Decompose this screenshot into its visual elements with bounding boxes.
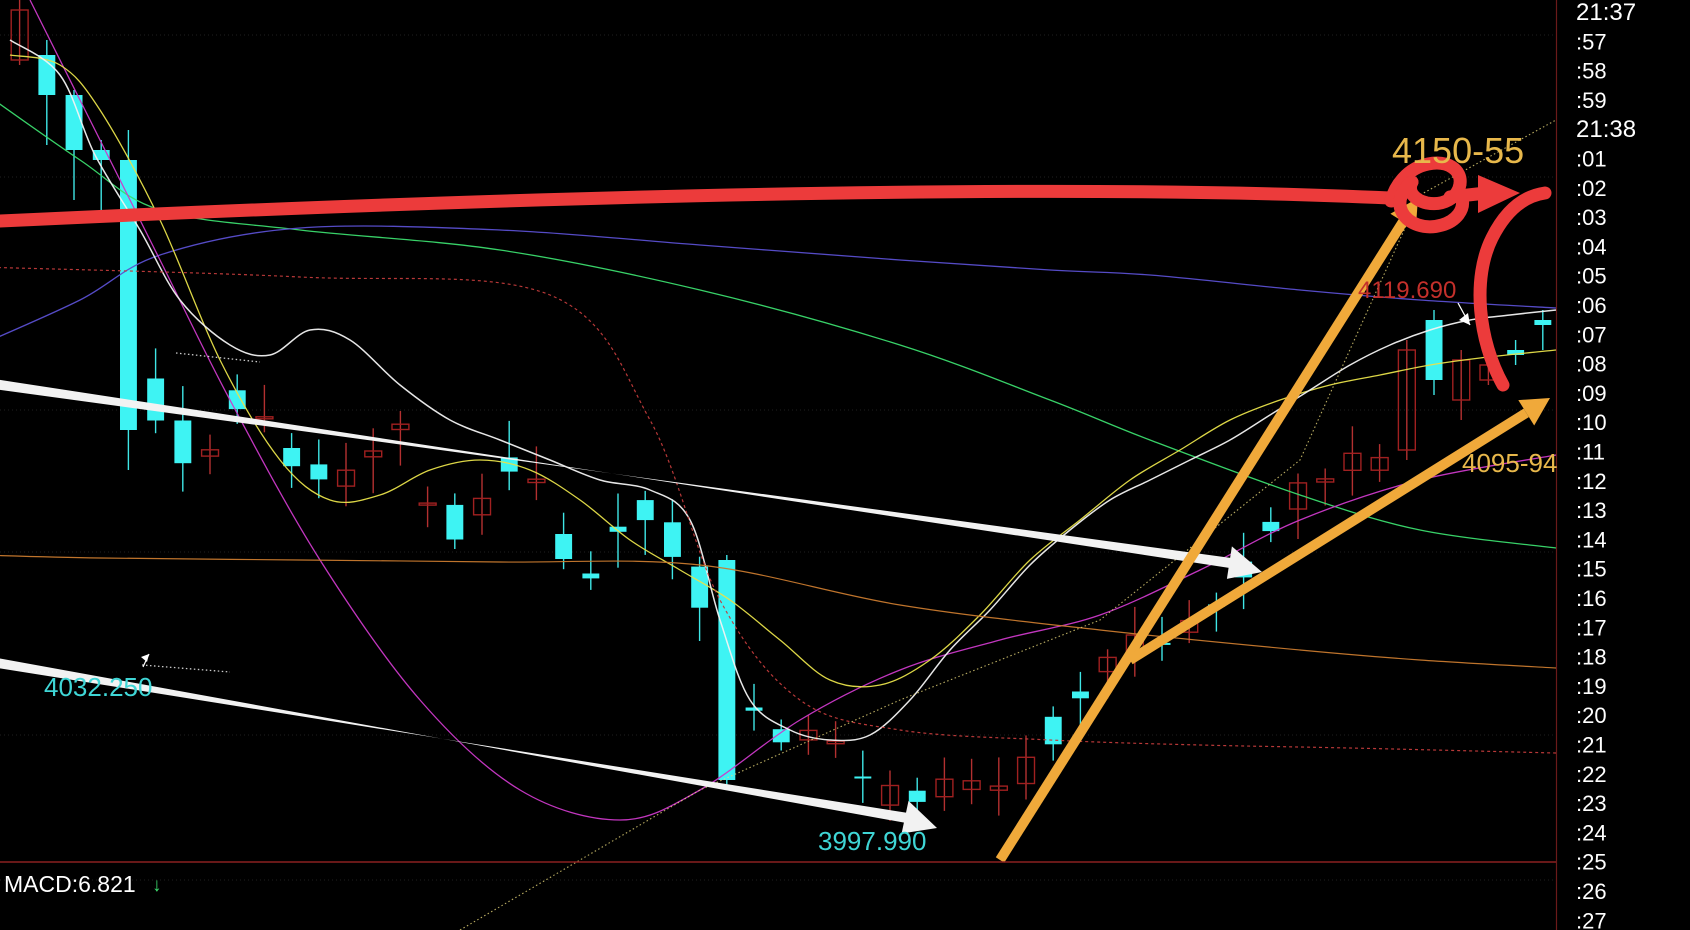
svg-text::58: :58 <box>1576 59 1607 84</box>
svg-text::07: :07 <box>1576 322 1607 347</box>
svg-text::59: :59 <box>1576 88 1607 113</box>
svg-text::21: :21 <box>1576 733 1607 758</box>
svg-text::18: :18 <box>1576 645 1607 670</box>
svg-text::23: :23 <box>1576 791 1607 816</box>
svg-text::25: :25 <box>1576 850 1607 875</box>
svg-text:21:37: 21:37 <box>1576 0 1636 26</box>
svg-text::03: :03 <box>1576 205 1607 230</box>
svg-text::24: :24 <box>1576 820 1607 845</box>
svg-text:21:38: 21:38 <box>1576 116 1636 143</box>
svg-text::14: :14 <box>1576 527 1607 552</box>
svg-text::10: :10 <box>1576 410 1607 435</box>
svg-text::27: :27 <box>1576 908 1607 930</box>
svg-text::09: :09 <box>1576 381 1607 406</box>
svg-text::19: :19 <box>1576 674 1607 699</box>
svg-text::26: :26 <box>1576 879 1607 904</box>
svg-text::04: :04 <box>1576 234 1607 259</box>
svg-text::16: :16 <box>1576 586 1607 611</box>
svg-text::13: :13 <box>1576 498 1607 523</box>
svg-text::11: :11 <box>1576 440 1605 465</box>
svg-text::20: :20 <box>1576 703 1607 728</box>
svg-text::15: :15 <box>1576 557 1607 582</box>
svg-text::06: :06 <box>1576 293 1607 318</box>
svg-text::01: :01 <box>1576 147 1607 172</box>
svg-text::08: :08 <box>1576 352 1607 377</box>
svg-text::12: :12 <box>1576 469 1607 494</box>
svg-text::05: :05 <box>1576 264 1607 289</box>
svg-text::02: :02 <box>1576 176 1607 201</box>
svg-text::57: :57 <box>1576 29 1607 54</box>
svg-text::17: :17 <box>1576 615 1607 640</box>
svg-text::22: :22 <box>1576 762 1607 787</box>
